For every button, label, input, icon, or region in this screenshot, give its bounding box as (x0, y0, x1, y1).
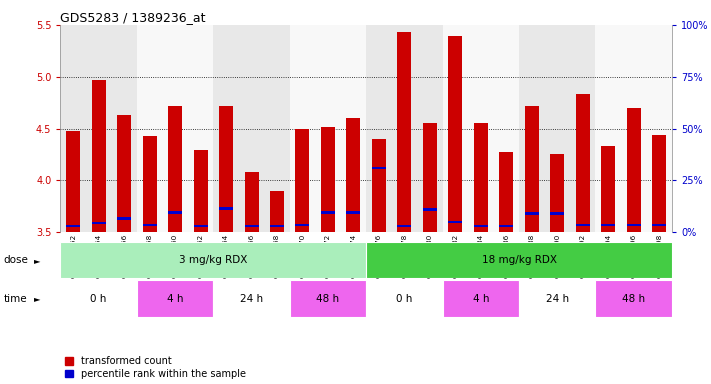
Bar (499, 225, 513, 227)
Bar (423, 124, 437, 232)
Bar (188, 25, 213, 232)
Bar (245, 225, 259, 227)
Text: ►: ► (33, 256, 41, 265)
Bar (372, 167, 386, 169)
Bar (499, 152, 513, 232)
Bar (264, 25, 290, 232)
Bar (315, 25, 341, 232)
Bar (92, 80, 106, 232)
Bar (449, 36, 462, 232)
Bar (366, 25, 392, 232)
Bar (137, 280, 213, 317)
Bar (193, 151, 208, 232)
Bar (621, 25, 646, 232)
Text: 0 h: 0 h (396, 293, 412, 304)
Bar (366, 242, 672, 278)
Bar (550, 154, 565, 232)
Bar (66, 225, 80, 227)
Bar (346, 211, 360, 214)
Bar (60, 242, 366, 278)
Bar (290, 280, 366, 317)
Bar (392, 25, 417, 232)
Bar (423, 208, 437, 211)
Text: 18 mg/kg RDX: 18 mg/kg RDX (481, 255, 557, 265)
Bar (545, 25, 570, 232)
Bar (143, 136, 156, 232)
Bar (117, 217, 131, 220)
Bar (474, 124, 488, 232)
Bar (117, 115, 131, 232)
Bar (550, 212, 565, 215)
Bar (576, 224, 589, 226)
Bar (602, 224, 615, 226)
Bar (525, 106, 539, 232)
Bar (86, 25, 112, 232)
Bar (652, 224, 666, 226)
Bar (372, 139, 386, 232)
Bar (525, 212, 539, 215)
Bar (219, 106, 233, 232)
Bar (321, 211, 335, 214)
Bar (60, 280, 137, 317)
Text: 0 h: 0 h (90, 293, 107, 304)
Text: ►: ► (33, 294, 41, 303)
Text: 48 h: 48 h (316, 293, 340, 304)
Bar (239, 25, 264, 232)
Text: time: time (4, 293, 27, 304)
Bar (626, 224, 641, 226)
Text: 48 h: 48 h (622, 293, 646, 304)
Bar (474, 225, 488, 227)
Bar (168, 106, 182, 232)
Bar (570, 25, 596, 232)
Text: GDS5283 / 1389236_at: GDS5283 / 1389236_at (60, 12, 206, 25)
Bar (296, 129, 309, 232)
Bar (219, 207, 233, 210)
Bar (366, 280, 442, 317)
Bar (346, 118, 360, 232)
Bar (60, 25, 86, 232)
Bar (596, 25, 621, 232)
Bar (602, 146, 615, 232)
Bar (397, 32, 412, 232)
Bar (468, 25, 493, 232)
Text: dose: dose (4, 255, 28, 265)
Text: 24 h: 24 h (545, 293, 569, 304)
Bar (193, 225, 208, 227)
Bar (397, 225, 412, 227)
Bar (626, 108, 641, 232)
Bar (92, 222, 106, 224)
Text: 4 h: 4 h (167, 293, 183, 304)
Bar (290, 25, 315, 232)
Bar (417, 25, 442, 232)
Bar (143, 224, 156, 226)
Bar (321, 127, 335, 232)
Bar (270, 225, 284, 227)
Bar (168, 211, 182, 214)
Bar (493, 25, 519, 232)
Bar (442, 25, 468, 232)
Bar (270, 191, 284, 232)
Bar (449, 220, 462, 223)
Bar (442, 280, 519, 317)
Bar (245, 172, 259, 232)
Bar (519, 25, 545, 232)
Bar (646, 25, 672, 232)
Bar (519, 280, 596, 317)
Bar (596, 280, 672, 317)
Text: 3 mg/kg RDX: 3 mg/kg RDX (179, 255, 247, 265)
Bar (162, 25, 188, 232)
Bar (112, 25, 137, 232)
Bar (341, 25, 366, 232)
Bar (576, 94, 589, 232)
Bar (137, 25, 162, 232)
Bar (213, 280, 290, 317)
Legend: transformed count, percentile rank within the sample: transformed count, percentile rank withi… (65, 356, 246, 379)
Bar (66, 131, 80, 232)
Bar (213, 25, 239, 232)
Text: 24 h: 24 h (240, 293, 263, 304)
Bar (652, 135, 666, 232)
Text: 4 h: 4 h (473, 293, 489, 304)
Bar (296, 224, 309, 226)
